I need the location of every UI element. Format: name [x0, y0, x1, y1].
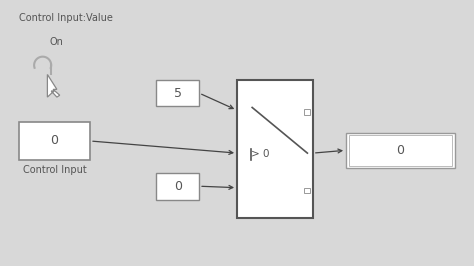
Text: 0: 0	[51, 135, 58, 147]
Text: 5: 5	[174, 87, 182, 99]
Bar	[156, 173, 199, 200]
Bar	[346, 133, 455, 168]
Bar	[237, 80, 313, 218]
Bar	[19, 122, 90, 160]
Bar	[349, 135, 452, 166]
Bar	[156, 80, 199, 106]
Text: Control Input: Control Input	[23, 165, 86, 175]
Text: Control Input:Value: Control Input:Value	[19, 13, 113, 23]
Text: 0: 0	[397, 144, 404, 157]
Bar	[304, 109, 310, 115]
Text: 0: 0	[174, 180, 182, 193]
PathPatch shape	[47, 74, 60, 97]
Text: On: On	[50, 37, 64, 47]
Text: > 0: > 0	[250, 149, 269, 160]
Bar	[304, 188, 310, 193]
